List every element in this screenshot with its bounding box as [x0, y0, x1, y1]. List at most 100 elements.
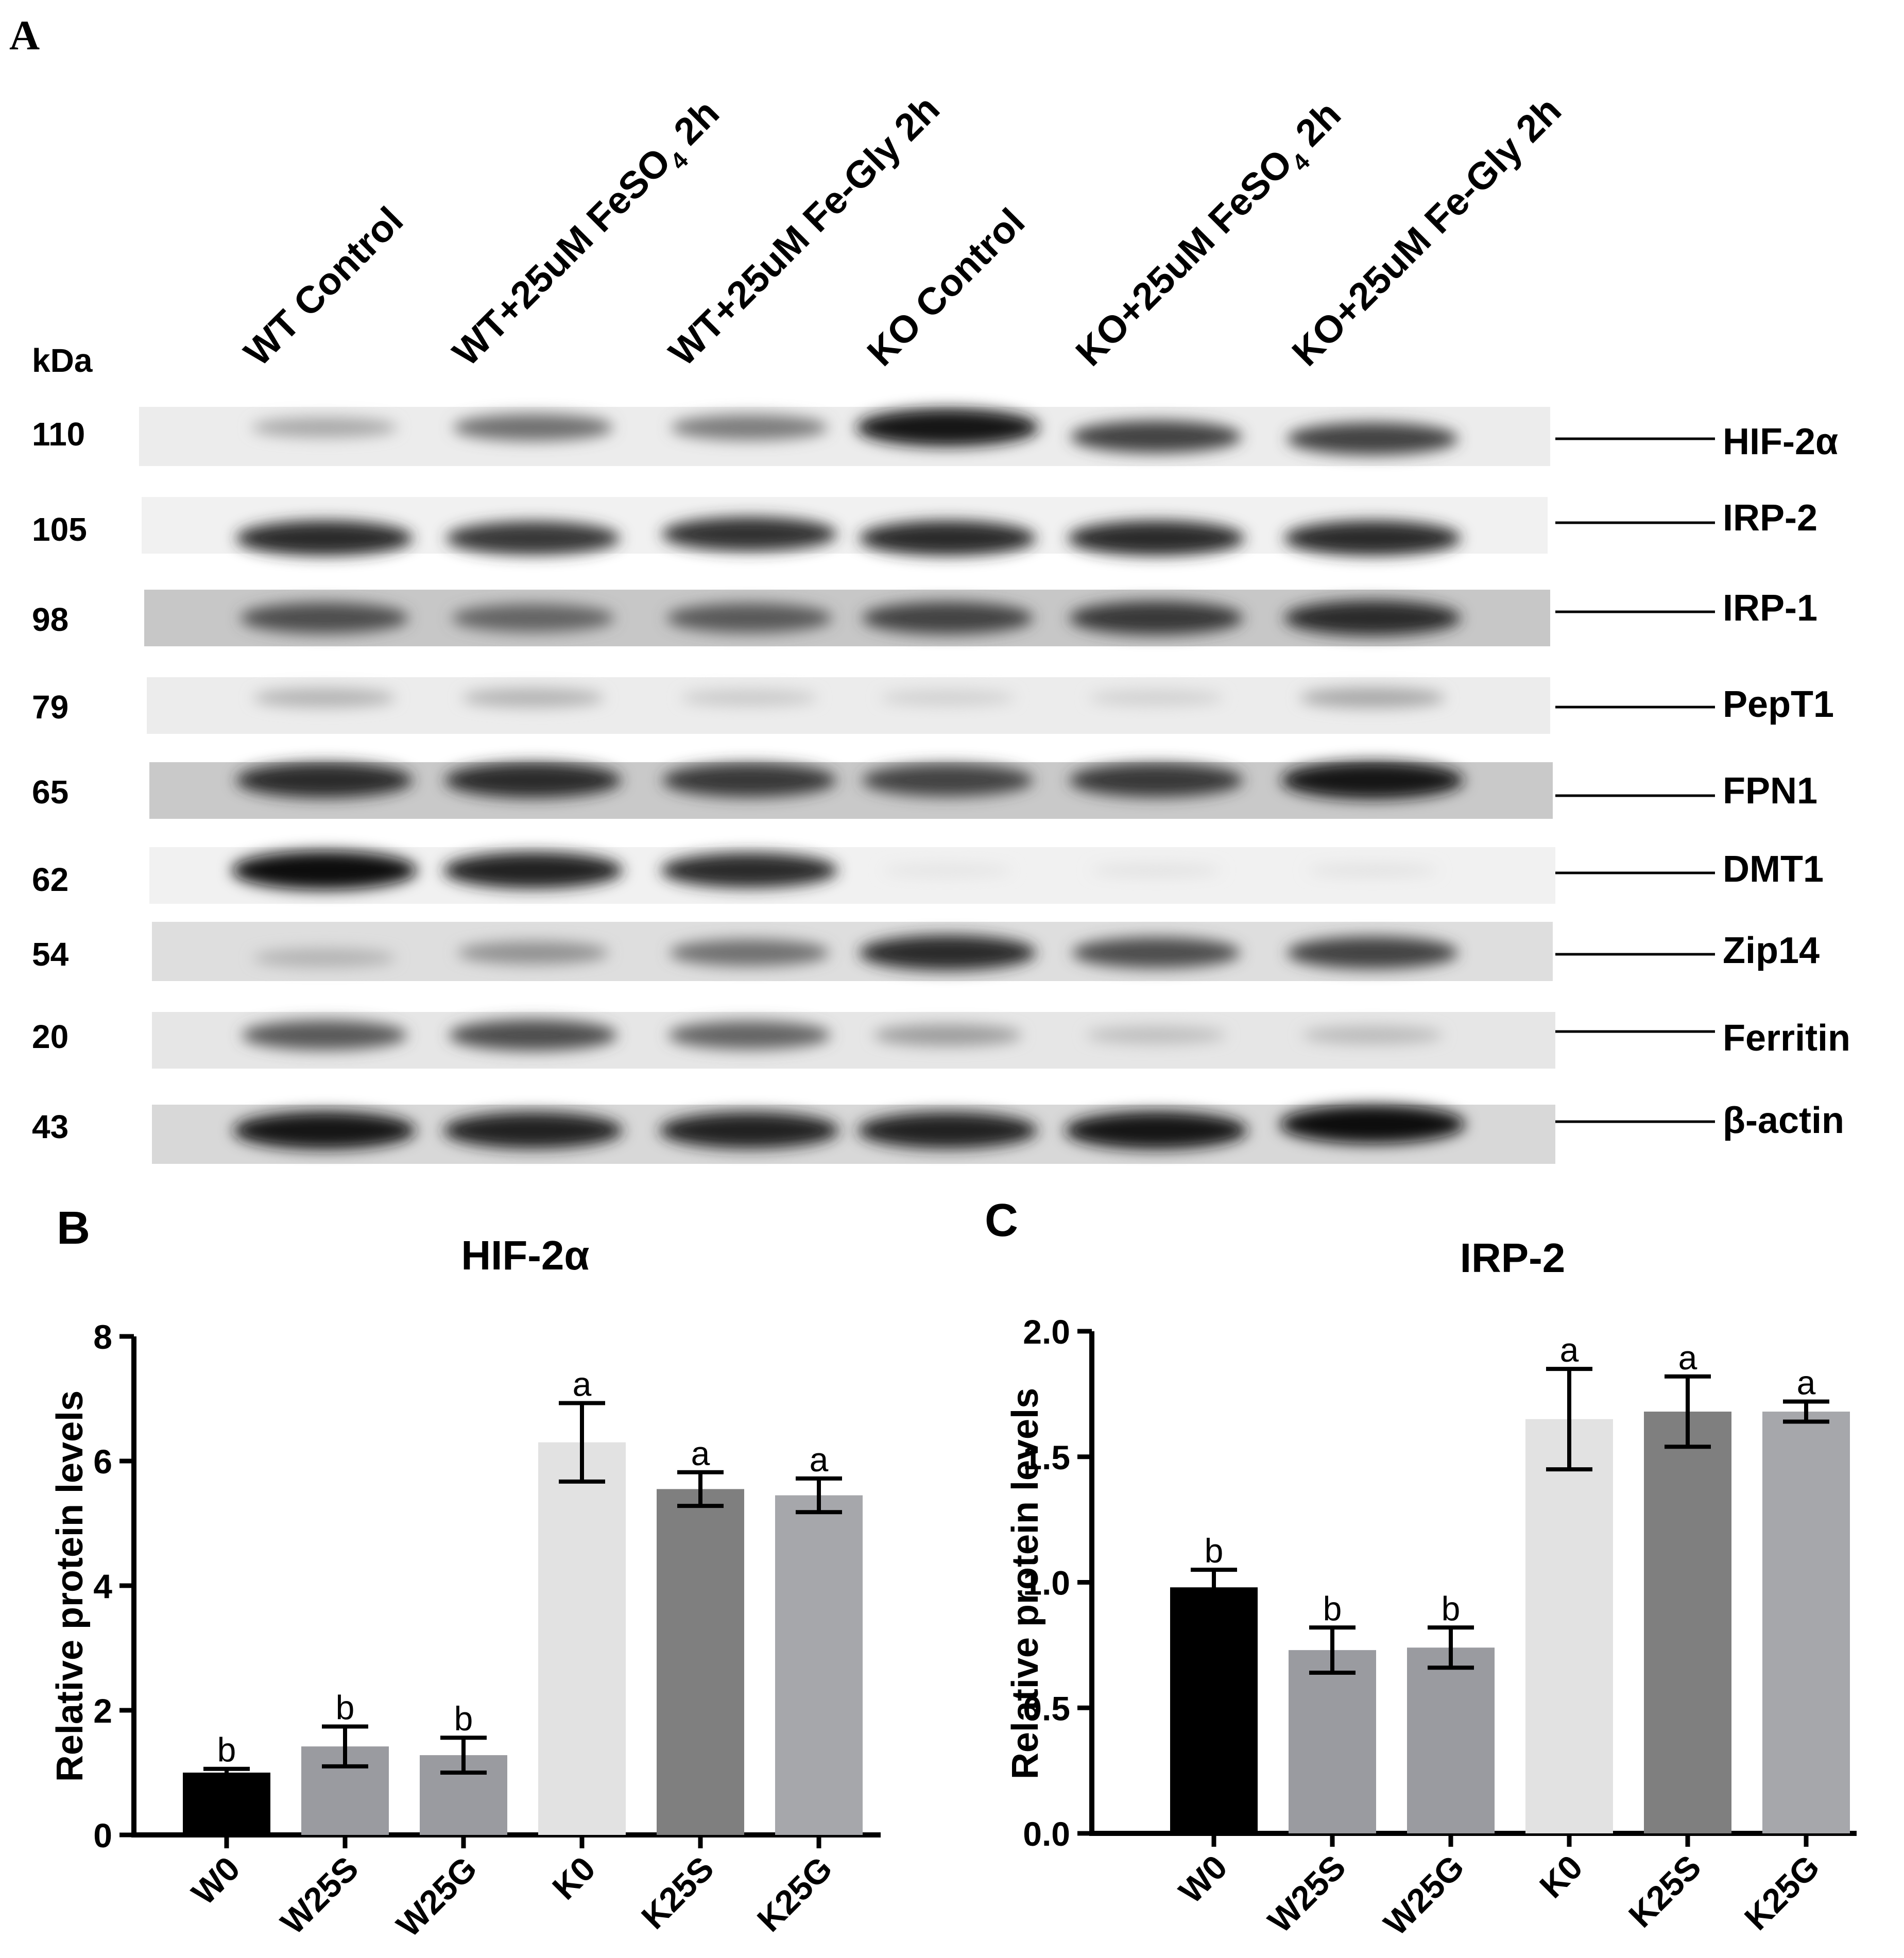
y-tick-label: 4: [93, 1567, 112, 1605]
x-tick-label: W0: [1172, 1848, 1234, 1911]
blot-band: [236, 520, 413, 556]
blot-band: [444, 762, 622, 798]
blot-band: [461, 688, 605, 708]
blot-band: [253, 688, 396, 708]
blot-band: [457, 941, 609, 965]
blot-band: [856, 408, 1039, 446]
x-tick-label: K25G: [1737, 1848, 1827, 1937]
blot-band: [862, 764, 1034, 797]
panel-letter: B: [57, 1203, 90, 1254]
y-axis-label: Relative protein levels: [49, 1390, 91, 1782]
blot-band: [1287, 422, 1459, 455]
bar: [1289, 1650, 1376, 1833]
blot-band: [661, 517, 837, 552]
blot-band: [443, 852, 623, 889]
y-tick-label: 8: [93, 1318, 112, 1356]
blot-row: [147, 677, 1550, 734]
y-tick-label: 1.5: [1023, 1438, 1070, 1476]
blot-band: [857, 1112, 1038, 1149]
panel-letter-a: A: [9, 12, 40, 59]
bar: [657, 1489, 744, 1835]
error-bar: [559, 1401, 605, 1484]
error-bar: [677, 1470, 724, 1508]
x-tick-label: W25S: [1260, 1848, 1352, 1940]
bar: [1170, 1587, 1258, 1833]
blot-band: [446, 521, 620, 555]
x-tick-label: W25G: [389, 1849, 484, 1945]
significance-letter: a: [573, 1365, 592, 1403]
blot-band: [666, 603, 832, 633]
kda-value: 79: [32, 689, 68, 726]
significance-letter: b: [336, 1688, 355, 1726]
significance-letter: b: [1323, 1589, 1342, 1627]
blot-band: [251, 417, 398, 438]
significance-letter: b: [217, 1731, 236, 1769]
y-tick-label: 1.0: [1023, 1564, 1070, 1602]
x-tick-label: K25S: [1621, 1848, 1708, 1935]
bar: [1407, 1647, 1495, 1833]
x-tick-label: K0: [545, 1849, 603, 1907]
blot-row: [139, 407, 1550, 466]
blot-band: [880, 690, 1016, 706]
protein-label: Zip14: [1723, 930, 1820, 971]
x-tick-label: W0: [184, 1849, 247, 1912]
blot-band: [859, 935, 1036, 971]
blot-band: [1069, 601, 1243, 635]
x-tick-label: K25S: [634, 1849, 721, 1936]
protein-label: HIF-2α: [1723, 421, 1838, 462]
blot-band: [680, 690, 818, 706]
blot-band: [669, 939, 830, 967]
kda-label: kDa: [32, 342, 93, 379]
blot-band: [232, 851, 417, 890]
blot-row: [142, 497, 1548, 556]
bar: [538, 1442, 626, 1835]
blot-band: [453, 414, 613, 441]
blot-band: [1299, 688, 1446, 708]
y-axis-label: Relative protein levels: [1005, 1388, 1046, 1779]
blot-band: [1307, 863, 1438, 878]
blot-band: [253, 948, 396, 968]
blot-band: [236, 762, 413, 798]
blot-band: [449, 1019, 617, 1051]
blot-row: [149, 847, 1555, 904]
blot-band: [1284, 520, 1461, 556]
irp2-bar-chart: C IRP-2 Relative protein levels 0.0 0.5 1.0 1.…: [985, 1195, 1857, 1943]
y-tick-label: 2: [93, 1692, 112, 1730]
x-tick-label: W25S: [273, 1849, 365, 1942]
y-tick-label: 0: [93, 1816, 112, 1854]
blot-band: [233, 1111, 416, 1149]
error-bar: [203, 1766, 250, 1779]
blot-band: [1090, 863, 1222, 878]
bar: [183, 1773, 270, 1835]
blot-band: [452, 604, 614, 632]
error-bar: [322, 1724, 368, 1768]
significance-letter: b: [1442, 1589, 1461, 1627]
chart-title: IRP-2: [1460, 1235, 1566, 1281]
blot-band: [873, 1024, 1022, 1046]
significance-letter: a: [1797, 1364, 1816, 1402]
kda-value: 98: [32, 601, 68, 638]
kda-value: 65: [32, 774, 68, 811]
protein-label: PepT1: [1723, 684, 1834, 725]
blot-band: [1069, 763, 1243, 797]
y-tick-label: 2.0: [1023, 1313, 1070, 1351]
bar: [1525, 1419, 1613, 1833]
bar: [1762, 1412, 1850, 1833]
blot-band: [1086, 1026, 1226, 1044]
kda-value: 105: [32, 511, 87, 548]
kda-value: 54: [32, 936, 69, 973]
blot-band: [1280, 1105, 1465, 1144]
blot-band: [671, 415, 828, 440]
protein-label: IRP-1: [1723, 588, 1817, 629]
x-tick-label: K0: [1532, 1848, 1590, 1905]
error-bar: [796, 1476, 842, 1515]
panel-letter: C: [985, 1195, 1018, 1246]
x-tick-label: W25G: [1376, 1848, 1471, 1943]
error-bar: [1665, 1374, 1711, 1449]
blot-band: [242, 1020, 407, 1050]
blot-band: [661, 852, 838, 888]
error-bar: [1428, 1625, 1474, 1670]
error-bar: [1309, 1625, 1356, 1675]
